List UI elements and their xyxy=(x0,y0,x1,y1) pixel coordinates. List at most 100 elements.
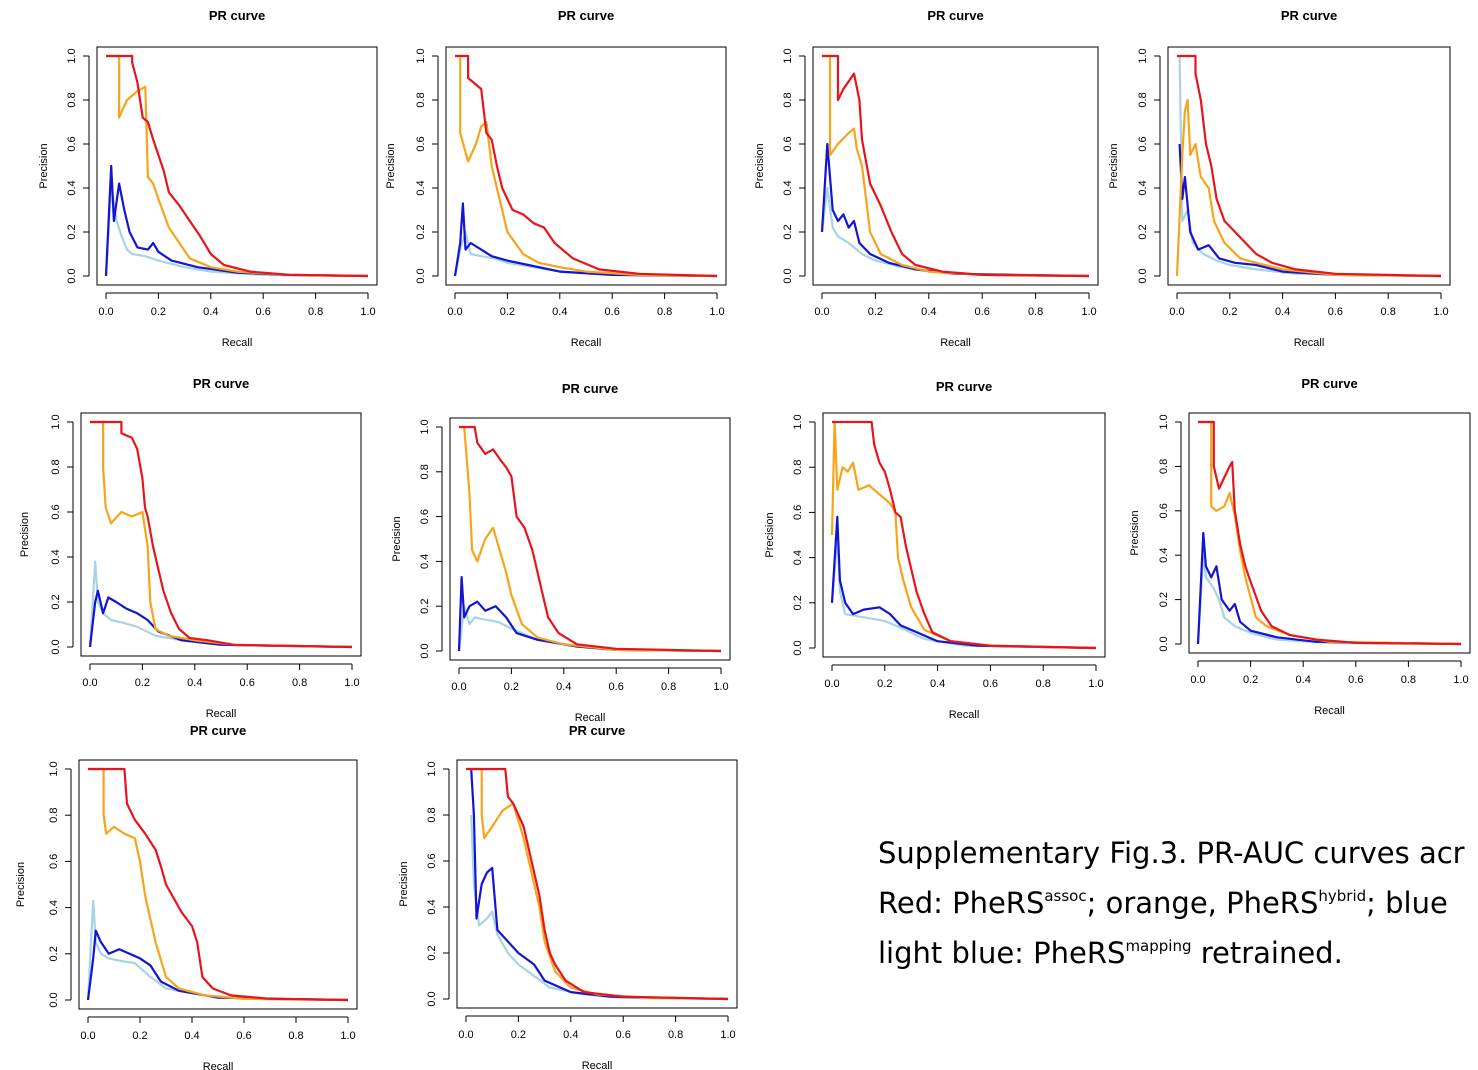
x-tick-label: 1.0 xyxy=(713,681,728,693)
figure-caption: Supplementary Fig.3. PR-AUC curves acr R… xyxy=(878,832,1478,975)
caption-retrained-label: retrained. xyxy=(1191,936,1343,970)
x-tick-label: 0.6 xyxy=(983,678,998,690)
x-tick-label: 0.4 xyxy=(552,306,567,318)
y-tick-label: 1.0 xyxy=(782,48,794,63)
y-tick-label: 0.4 xyxy=(1137,180,1149,195)
y-tick-label: 0.2 xyxy=(1158,592,1170,607)
plot-frame xyxy=(445,46,727,286)
lightblue-series-line xyxy=(453,230,718,278)
blue-series-line xyxy=(453,202,718,278)
x-tick-label: 0.8 xyxy=(657,306,672,318)
hybrid-series-line xyxy=(466,767,729,1001)
x-tick-label: 0.0 xyxy=(451,681,466,693)
assoc-series-line xyxy=(466,767,729,1001)
chart-title: PR curve xyxy=(193,376,249,391)
y-tick-label: 0.8 xyxy=(1137,92,1149,107)
y-tick-label: 0.8 xyxy=(782,92,794,107)
x-tick-label: 1.0 xyxy=(360,306,375,318)
y-tick-label: 0.4 xyxy=(48,900,60,915)
assoc-series-line xyxy=(106,54,369,278)
blue-series-line xyxy=(1178,143,1442,278)
x-tick-label: 0.6 xyxy=(240,677,255,689)
caption-sup-assoc: assoc xyxy=(1044,887,1087,905)
x-tick-label: 0.4 xyxy=(184,1030,199,1042)
y-tick-label: 0.6 xyxy=(792,505,804,520)
y-tick-label: 0.2 xyxy=(792,595,804,610)
y-tick-label: 0.6 xyxy=(415,136,427,151)
chart-title: PR curve xyxy=(1301,376,1357,391)
chart-title: PR curve xyxy=(927,8,983,23)
x-tick-label: 0.0 xyxy=(814,306,829,318)
x-tick-label: 0.2 xyxy=(877,678,892,690)
y-tick-label: 0.0 xyxy=(419,643,431,658)
y-tick-label: 0.6 xyxy=(782,136,794,151)
x-tick-label: 0.8 xyxy=(668,1029,683,1041)
y-tick-label: 0.0 xyxy=(1158,636,1170,651)
x-axis-label: Recall xyxy=(206,708,237,720)
x-tick-label: 0.4 xyxy=(187,677,202,689)
blue-series-line xyxy=(1196,531,1462,646)
x-tick-label: 1.0 xyxy=(1088,678,1103,690)
x-tick-label: 0.0 xyxy=(824,678,839,690)
y-axis-label: Precision xyxy=(1108,143,1120,188)
y-tick-label: 0.4 xyxy=(426,899,438,914)
lightblue-series-line xyxy=(104,182,369,278)
x-tick-label: 0.2 xyxy=(135,677,150,689)
pr-chart-1: PR curve 0.0 0.2 0.4 0.6 0.8 1.0 Recall 0.0 0.2 0.… xyxy=(38,8,378,349)
plot-frame xyxy=(1188,412,1471,654)
plot-frame xyxy=(812,46,1099,286)
y-tick-label: 0.4 xyxy=(792,550,804,565)
y-axis-label: Precision xyxy=(15,862,27,907)
y-axis-label: Precision xyxy=(764,512,776,557)
y-tick-label: 0.0 xyxy=(415,268,427,283)
caption-orange-label: ; orange, PheRS xyxy=(1086,886,1319,920)
blue-series-line xyxy=(470,768,729,1001)
y-tick-label: 0.8 xyxy=(50,459,62,474)
y-tick-label: 0.2 xyxy=(419,599,431,614)
y-tick-label: 0.6 xyxy=(426,853,438,868)
x-tick-label: 1.0 xyxy=(1453,674,1468,686)
pr-chart-8: PR curve 0.0 0.2 0.4 0.6 0.8 1.0 Recall 0.0 0.2 0.… xyxy=(1129,376,1471,717)
plot-frame xyxy=(822,412,1106,658)
pr-chart-3: PR curve 0.0 0.2 0.4 0.6 0.8 1.0 Recall 0.0 0.2 0.… xyxy=(754,8,1099,349)
x-tick-label: 0.2 xyxy=(151,306,166,318)
y-tick-label: 0.8 xyxy=(48,808,60,823)
x-tick-label: 0.4 xyxy=(203,306,218,318)
x-tick-label: 0.4 xyxy=(1275,306,1290,318)
y-tick-label: 0.6 xyxy=(1137,136,1149,151)
x-tick-label: 0.4 xyxy=(563,1029,578,1041)
x-axis-label: Recall xyxy=(571,337,602,349)
y-tick-label: 1.0 xyxy=(1137,48,1149,63)
x-axis-label: Recall xyxy=(1314,705,1345,717)
y-tick-label: 0.2 xyxy=(48,946,60,961)
x-tick-label: 1.0 xyxy=(709,306,724,318)
x-tick-label: 1.0 xyxy=(1081,306,1096,318)
caption-line-2: Red: PheRSassoc; orange, PheRShybrid; bl… xyxy=(878,875,1478,925)
assoc-series-line xyxy=(1198,420,1462,646)
lightblue-series-line xyxy=(820,186,1090,278)
y-tick-label: 1.0 xyxy=(66,48,78,63)
lightblue-series-line xyxy=(1178,55,1442,278)
x-tick-label: 0.0 xyxy=(458,1029,473,1041)
assoc-series-line xyxy=(832,420,1097,650)
y-axis-label: Precision xyxy=(1129,510,1141,555)
x-tick-label: 0.8 xyxy=(292,677,307,689)
y-tick-label: 0.6 xyxy=(419,509,431,524)
y-tick-label: 0.0 xyxy=(792,640,804,655)
y-tick-label: 0.4 xyxy=(1158,548,1170,563)
chart-title: PR curve xyxy=(209,8,265,23)
lightblue-series-line xyxy=(86,899,349,1002)
y-tick-label: 0.2 xyxy=(66,224,78,239)
x-tick-label: 1.0 xyxy=(720,1029,735,1041)
chart-title: PR curve xyxy=(562,381,618,396)
x-tick-label: 0.4 xyxy=(556,681,571,693)
x-tick-label: 0.4 xyxy=(930,678,945,690)
lightblue-series-line xyxy=(457,605,722,653)
chart-title: PR curve xyxy=(936,379,992,394)
x-tick-label: 0.6 xyxy=(616,1029,631,1041)
y-tick-label: 0.2 xyxy=(426,945,438,960)
hybrid-series-line xyxy=(455,54,718,278)
x-tick-label: 0.2 xyxy=(500,306,515,318)
y-tick-label: 1.0 xyxy=(1158,414,1170,429)
y-tick-label: 1.0 xyxy=(792,414,804,429)
